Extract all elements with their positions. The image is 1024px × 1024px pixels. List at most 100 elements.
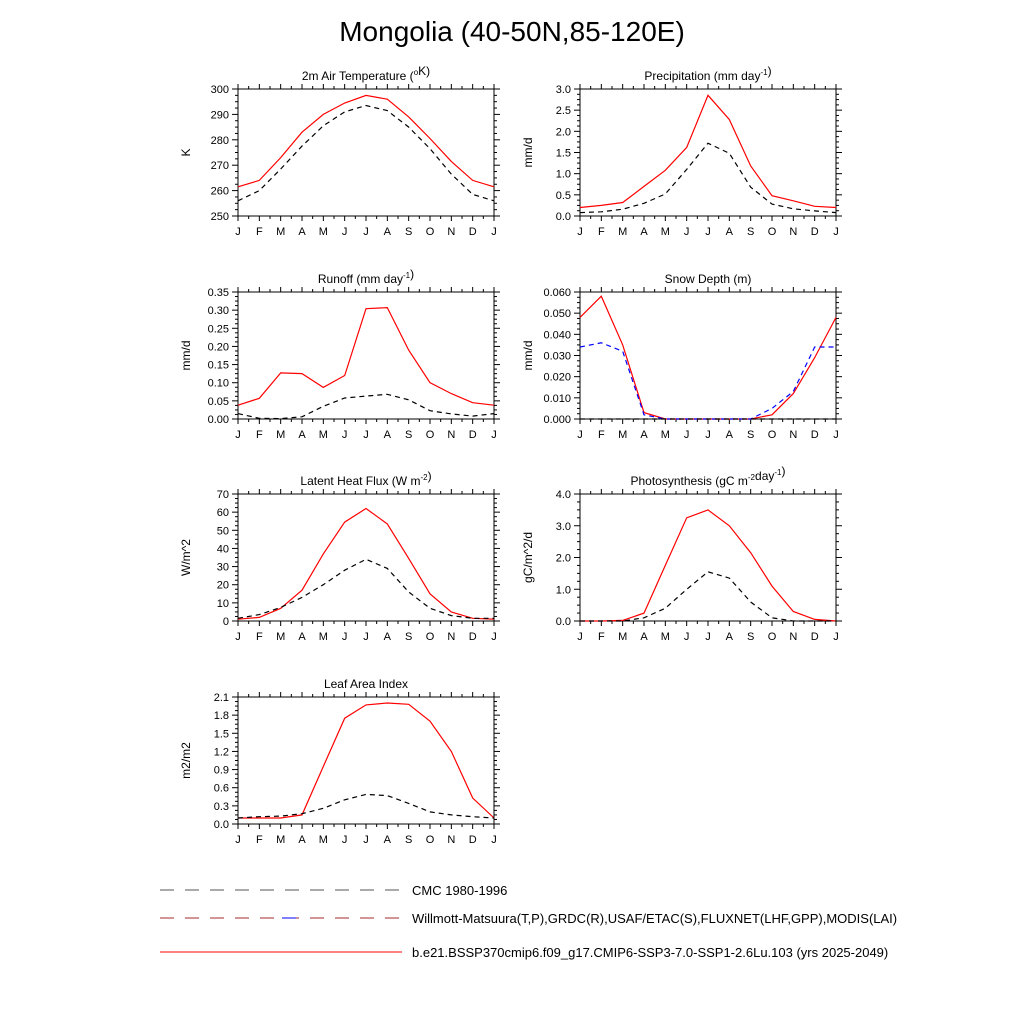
x-tick-label: A	[726, 429, 734, 441]
x-tick-label: J	[342, 631, 348, 643]
y-axis-label: mm/d	[521, 341, 535, 371]
x-tick-label: A	[726, 631, 734, 643]
x-tick-label: J	[833, 226, 839, 238]
series-line-obs	[237, 793, 495, 819]
y-tick-label: 0.020	[543, 372, 571, 384]
x-tick-label: J	[577, 226, 583, 238]
x-tick-label: D	[811, 631, 819, 643]
series-line-obs	[237, 393, 495, 420]
y-tick-label: 2.0	[556, 126, 571, 138]
x-tick-label: M	[319, 834, 328, 846]
x-tick-label: M	[319, 631, 328, 643]
series-line-model	[580, 509, 837, 622]
x-tick-label: F	[598, 226, 605, 238]
y-tick-label: 0.060	[543, 287, 571, 299]
y-tick-label: 0	[223, 616, 229, 628]
x-tick-label: O	[426, 226, 435, 238]
chart-panel-temp: 2m Air Temperature (oK) J F M A M J J A S O N D J 250 2…	[179, 64, 500, 238]
chart-panel-snow: Snow Depth (m) J F M A M J J A S O N D J 0.000 0.010 0.0…	[521, 272, 842, 441]
y-tick-label: 1.0	[556, 169, 571, 181]
y-tick-label: 250	[211, 211, 229, 223]
x-tick-label: A	[384, 631, 392, 643]
x-tick-label: N	[789, 226, 797, 238]
y-tick-label: 4.0	[556, 489, 571, 501]
series-line-model	[579, 94, 837, 209]
series-line-model	[238, 702, 495, 819]
y-tick-label: 0.010	[543, 393, 571, 405]
y-tick-label: 2.5	[556, 105, 571, 117]
legend-label: CMC 1980-1996	[412, 883, 507, 898]
x-tick-label: A	[384, 226, 392, 238]
y-tick-label: 0.00	[208, 414, 229, 426]
x-tick-label: S	[405, 226, 412, 238]
y-tick-label: 290	[211, 109, 229, 121]
y-tick-label: 70	[217, 489, 229, 501]
y-tick-label: 0.10	[208, 378, 229, 390]
x-tick-label: J	[342, 834, 348, 846]
x-tick-label: S	[405, 631, 412, 643]
chart-title: Photosynthesis (gC m-2day-1)	[631, 464, 786, 488]
chart-title: Precipitation (mm day-1)	[644, 64, 771, 83]
x-tick-label: S	[405, 429, 412, 441]
y-tick-label: 2.0	[556, 553, 571, 565]
series-line-obs	[237, 558, 494, 619]
x-tick-label: J	[833, 429, 839, 441]
plot-frame	[237, 291, 495, 420]
x-tick-label: A	[298, 226, 306, 238]
y-tick-label: 0.0	[214, 819, 229, 831]
x-tick-label: J	[235, 834, 241, 846]
x-tick-label: M	[276, 834, 285, 846]
series-line-obs	[237, 104, 495, 202]
x-tick-label: F	[598, 631, 605, 643]
x-tick-label: A	[384, 429, 392, 441]
x-tick-label: O	[426, 429, 435, 441]
x-tick-label: J	[705, 631, 711, 643]
y-tick-label: 2.1	[214, 692, 229, 704]
y-tick-label: 3.0	[556, 521, 571, 533]
x-tick-label: D	[469, 429, 477, 441]
y-tick-label: 0.000	[543, 414, 571, 426]
x-tick-label: A	[298, 429, 306, 441]
x-tick-label: J	[342, 429, 348, 441]
y-tick-label: 1.0	[556, 584, 571, 596]
y-tick-label: 50	[217, 525, 229, 537]
y-axis-label: mm/d	[521, 138, 535, 168]
plot-frame	[237, 493, 495, 622]
x-tick-label: A	[298, 631, 306, 643]
y-axis-label: K	[179, 148, 193, 156]
y-tick-label: 0.0	[556, 211, 571, 223]
y-tick-label: 10	[217, 598, 229, 610]
y-tick-label: 0.9	[214, 765, 229, 777]
series-line-model	[237, 507, 495, 620]
x-tick-label: A	[640, 631, 648, 643]
legend-label: Willmott-Matsuura(T,P),GRDC(R),USAF/ETAC…	[412, 911, 897, 926]
x-tick-label: J	[491, 834, 497, 846]
x-tick-label: M	[276, 226, 285, 238]
y-tick-label: 0.050	[543, 308, 571, 320]
x-tick-label: N	[447, 429, 455, 441]
x-tick-label: J	[705, 226, 711, 238]
y-tick-label: 280	[211, 135, 229, 147]
y-tick-label: 40	[217, 543, 229, 555]
chart-title: Snow Depth (m)	[665, 272, 752, 286]
y-tick-label: 0.040	[543, 329, 571, 341]
chart-panel-precip: Precipitation (mm day-1) J F M A M J J A S O N D J 0.0…	[521, 64, 842, 238]
chart-panel-lai: Leaf Area Index J F M A M J J A S O N D J 0.0 0.3 0.6 0.9…	[179, 677, 500, 846]
series-line-model	[237, 94, 495, 188]
x-tick-label: M	[618, 631, 627, 643]
x-tick-label: M	[661, 429, 670, 441]
chart-title: Leaf Area Index	[324, 677, 408, 691]
y-tick-label: 60	[217, 507, 229, 519]
y-tick-label: 300	[211, 84, 229, 96]
x-tick-label: N	[789, 631, 797, 643]
x-tick-label: J	[684, 631, 690, 643]
x-tick-label: D	[469, 834, 477, 846]
y-tick-label: 0.3	[214, 801, 229, 813]
x-tick-label: S	[405, 834, 412, 846]
x-tick-label: M	[319, 226, 328, 238]
x-tick-label: M	[319, 429, 328, 441]
series-line-obs	[579, 142, 837, 214]
y-tick-label: 3.0	[556, 84, 571, 96]
x-tick-label: J	[684, 429, 690, 441]
